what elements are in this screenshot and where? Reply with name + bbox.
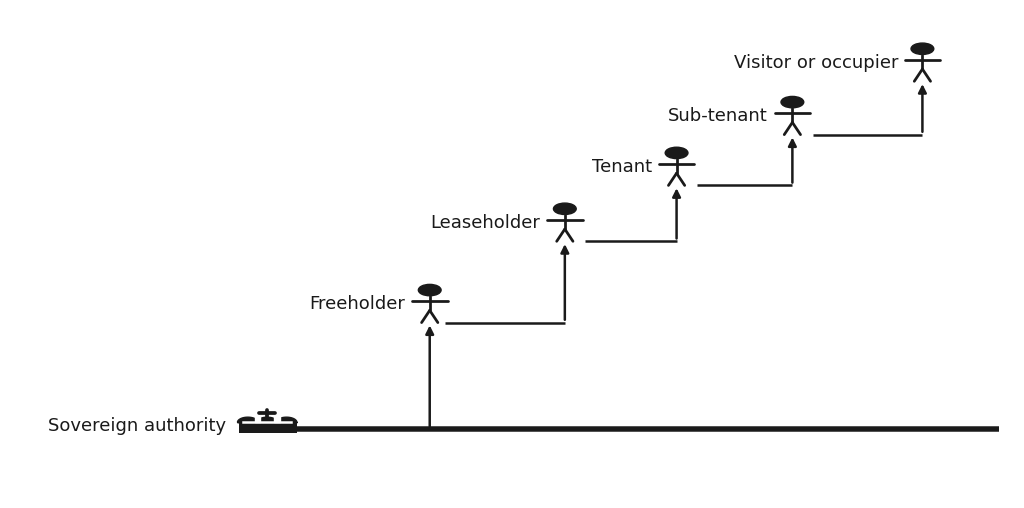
- FancyBboxPatch shape: [240, 422, 295, 431]
- Text: Leaseholder: Leaseholder: [430, 214, 541, 232]
- Polygon shape: [276, 417, 297, 422]
- Polygon shape: [255, 416, 260, 422]
- Text: Tenant: Tenant: [592, 158, 652, 176]
- Polygon shape: [238, 422, 297, 431]
- Circle shape: [419, 284, 441, 296]
- Circle shape: [781, 97, 804, 108]
- Polygon shape: [257, 417, 278, 422]
- Text: Freeholder: Freeholder: [309, 295, 406, 313]
- Text: Sub-tenant: Sub-tenant: [669, 107, 768, 125]
- Text: Visitor or occupier: Visitor or occupier: [733, 54, 898, 72]
- Polygon shape: [238, 417, 258, 422]
- Circle shape: [553, 203, 577, 214]
- Circle shape: [911, 43, 934, 54]
- Circle shape: [666, 147, 688, 158]
- Polygon shape: [274, 416, 280, 422]
- Text: Sovereign authority: Sovereign authority: [47, 417, 225, 435]
